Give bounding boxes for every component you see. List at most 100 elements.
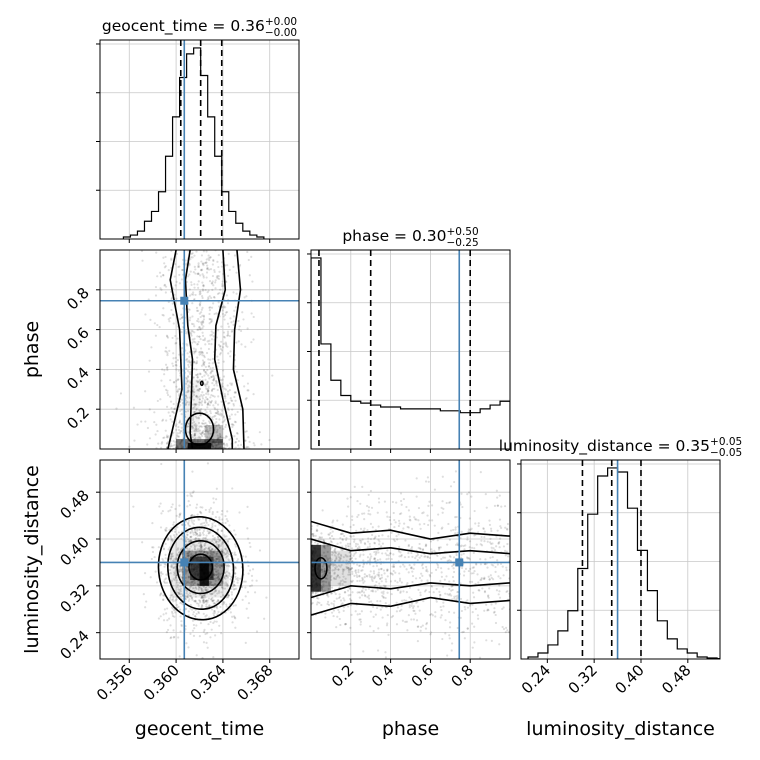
scatter-point [222,315,225,318]
scatter-point [217,600,220,603]
scatter-point [398,609,401,613]
scatter-point [483,536,486,539]
scatter-point [197,587,200,590]
scatter-point [323,580,326,583]
scatter-point [233,588,236,591]
scatter-point [206,553,209,556]
scatter-point [232,315,235,318]
scatter-point [171,336,174,340]
scatter-point [397,524,400,528]
scatter-point [400,512,403,515]
scatter-point [375,564,379,568]
scatter-point [337,568,340,571]
scatter-point [215,573,218,576]
scatter-point [195,373,198,377]
scatter-point [244,345,247,348]
scatter-point [221,280,224,283]
scatter-point [377,551,380,554]
scatter-point [228,446,231,449]
scatter-point [373,576,376,579]
scatter-point [399,591,402,594]
scatter-point [358,575,361,578]
scatter-point [434,568,438,571]
scatter-point [201,331,204,334]
scatter-point [161,509,164,513]
scatter-point [199,425,202,428]
scatter-point [173,536,176,539]
scatter-point [178,591,181,594]
scatter-point [207,365,210,368]
scatter-point [384,656,388,659]
scatter-point [402,527,405,530]
scatter-point [340,555,343,558]
scatter-point [189,514,193,518]
scatter-point [201,296,204,300]
scatter-point [398,512,402,516]
scatter-point [195,309,199,312]
scatter-point [229,397,232,400]
scatter-point [193,434,196,437]
scatter-point [198,403,201,406]
scatter-point [176,435,179,438]
scatter-point [371,590,375,593]
scatter-point [386,549,389,552]
scatter-point [234,626,237,629]
scatter-point [213,577,216,581]
scatter-point [461,505,464,509]
scatter-point [187,363,190,366]
scatter-point [488,519,491,522]
scatter-point [202,284,205,287]
scatter-point [195,360,199,363]
scatter-point [226,584,229,587]
scatter-point [410,551,413,555]
scatter-point [177,435,181,438]
scatter-point [330,541,333,544]
scatter-point [221,312,225,316]
scatter-point [159,574,162,577]
scatter-point [203,399,206,402]
scatter-point [191,330,194,333]
scatter-point [235,587,238,590]
scatter-point [506,589,509,593]
scatter-point [184,576,187,579]
scatter-point [159,594,162,597]
scatter-point [384,585,387,588]
scatter-point [128,445,131,448]
scatter-point [214,281,217,284]
scatter-point [223,553,226,556]
scatter-point [165,436,169,439]
scatter-point [487,596,490,599]
scatter-point [224,553,227,556]
scatter-point [185,391,188,394]
scatter-point [169,509,172,512]
scatter-point [494,565,497,569]
scatter-point [164,577,168,580]
scatter-point [168,320,171,323]
scatter-point [209,620,212,624]
scatter-point [212,295,216,299]
scatter-point [202,585,205,588]
scatter-point [219,412,222,415]
scatter-point [255,579,258,582]
scatter-point [227,402,230,405]
scatter-point [216,575,220,579]
scatter-point [327,557,330,560]
scatter-point [191,554,194,557]
scatter-point [225,574,228,578]
scatter-point [203,550,206,554]
scatter-point [169,536,172,539]
scatter-point [466,493,469,496]
scatter-point [344,580,347,584]
scatter-point [466,599,469,602]
scatter-point [424,627,428,630]
scatter-point [493,548,497,552]
scatter-point [167,269,170,272]
scatter-point [358,612,361,616]
scatter-point [220,349,224,352]
scatter-point [222,375,226,378]
scatter-point [169,596,172,600]
scatter-point [232,604,235,607]
scatter-point [429,540,433,543]
scatter-point [188,385,191,388]
scatter-point [213,395,216,398]
